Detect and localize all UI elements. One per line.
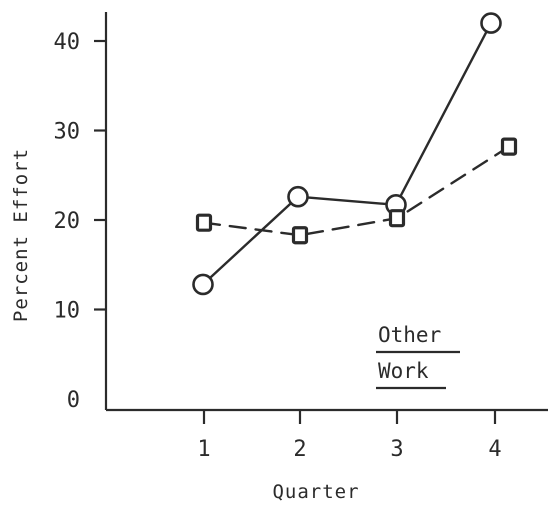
y-tick-label-40: 40	[54, 30, 81, 55]
point-other-q4	[480, 12, 502, 34]
y-axis-title: Percent Effort	[10, 148, 32, 322]
y-tick-label-20: 20	[54, 209, 81, 234]
point-work-q4	[500, 137, 518, 156]
x-tick-label-1: 1	[197, 437, 210, 462]
y-tick-label-30: 30	[54, 120, 81, 145]
legend-label-work: Work	[378, 359, 429, 383]
series-layer	[192, 12, 518, 296]
point-work-q3	[388, 209, 406, 228]
x-axis-title: Quarter	[272, 481, 359, 503]
x-tick-label-3: 3	[390, 437, 403, 462]
x-tick-label-4: 4	[488, 437, 501, 462]
point-other-q2	[287, 185, 309, 208]
point-other-q1	[192, 273, 214, 296]
point-work-q1	[195, 213, 213, 232]
y-tick-label-0: 0	[67, 388, 80, 413]
legend: Other Work	[376, 323, 460, 390]
x-axis-ticks: 1 2 3 4	[197, 410, 502, 462]
y-axis-ticks: 0 10 20 30 40	[54, 30, 106, 413]
series-line-work	[202, 145, 511, 237]
legend-label-other: Other	[378, 323, 441, 347]
point-work-q2	[291, 226, 309, 245]
y-tick-label-10: 10	[54, 299, 81, 324]
x-tick-label-2: 2	[293, 437, 306, 462]
series-line-other	[201, 21, 493, 286]
